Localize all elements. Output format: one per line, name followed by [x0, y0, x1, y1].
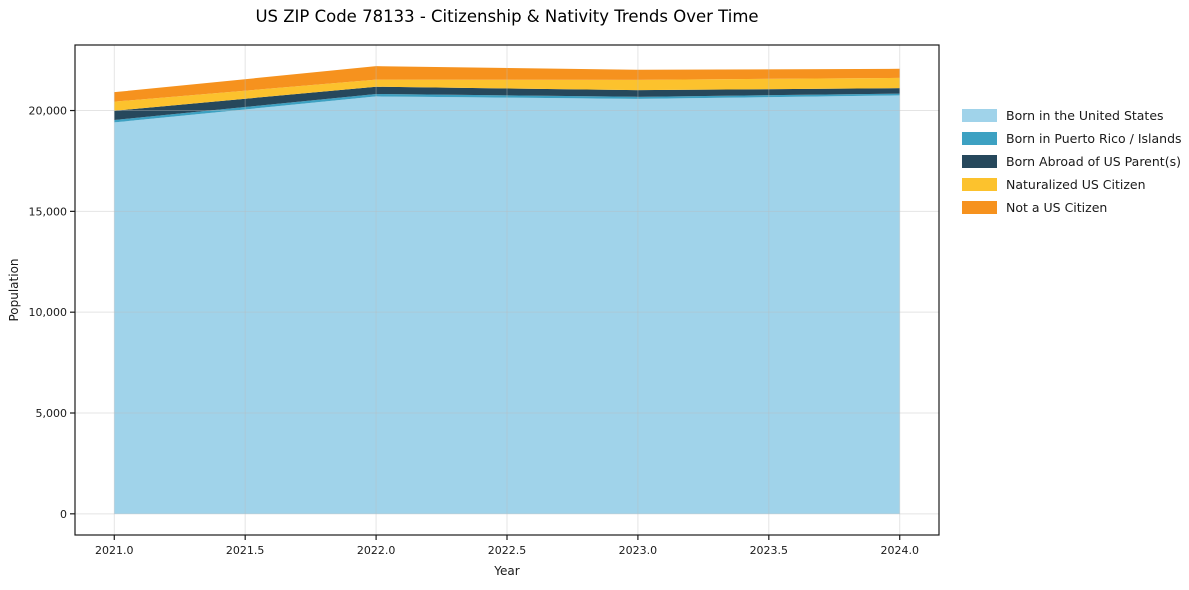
legend-swatch	[962, 109, 997, 122]
legend-swatch	[962, 155, 997, 168]
y-tick-label: 20,000	[29, 105, 68, 118]
legend-label: Naturalized US Citizen	[1006, 177, 1146, 192]
area-band-4	[114, 66, 900, 102]
legend-label: Not a US Citizen	[1006, 200, 1108, 215]
legend: Born in the United States Born in Puerto …	[962, 104, 1182, 219]
legend-swatch	[962, 178, 997, 191]
x-tick-label: 2023.5	[750, 544, 789, 557]
legend-swatch	[962, 132, 997, 145]
legend-item: Not a US Citizen	[962, 196, 1182, 219]
x-axis-label: Year	[494, 564, 520, 578]
y-tick-label: 0	[60, 508, 67, 521]
legend-item: Born Abroad of US Parent(s)	[962, 150, 1182, 173]
legend-item: Born in the United States	[962, 104, 1182, 127]
y-tick-label: 15,000	[29, 205, 68, 218]
y-axis-label: Population	[7, 258, 21, 322]
x-tick-label: 2024.0	[880, 544, 919, 557]
x-tick-label: 2023.0	[619, 544, 658, 557]
x-tick-label: 2021.0	[95, 544, 134, 557]
legend-label: Born Abroad of US Parent(s)	[1006, 154, 1181, 169]
legend-item: Naturalized US Citizen	[962, 173, 1182, 196]
legend-item: Born in Puerto Rico / Islands	[962, 127, 1182, 150]
x-tick-label: 2021.5	[226, 544, 265, 557]
area-band-1	[114, 93, 900, 123]
chart-title: US ZIP Code 78133 - Citizenship & Nativi…	[255, 7, 759, 26]
area-band-2	[114, 86, 900, 121]
area-band-3	[114, 77, 900, 111]
x-tick-label: 2022.5	[488, 544, 527, 557]
x-tick-label: 2022.0	[357, 544, 396, 557]
y-tick-label: 10,000	[29, 306, 68, 319]
legend-label: Born in the United States	[1006, 108, 1164, 123]
y-tick-label: 5,000	[36, 407, 68, 420]
legend-label: Born in Puerto Rico / Islands	[1006, 131, 1182, 146]
legend-swatch	[962, 201, 997, 214]
area-band-0	[114, 95, 900, 514]
